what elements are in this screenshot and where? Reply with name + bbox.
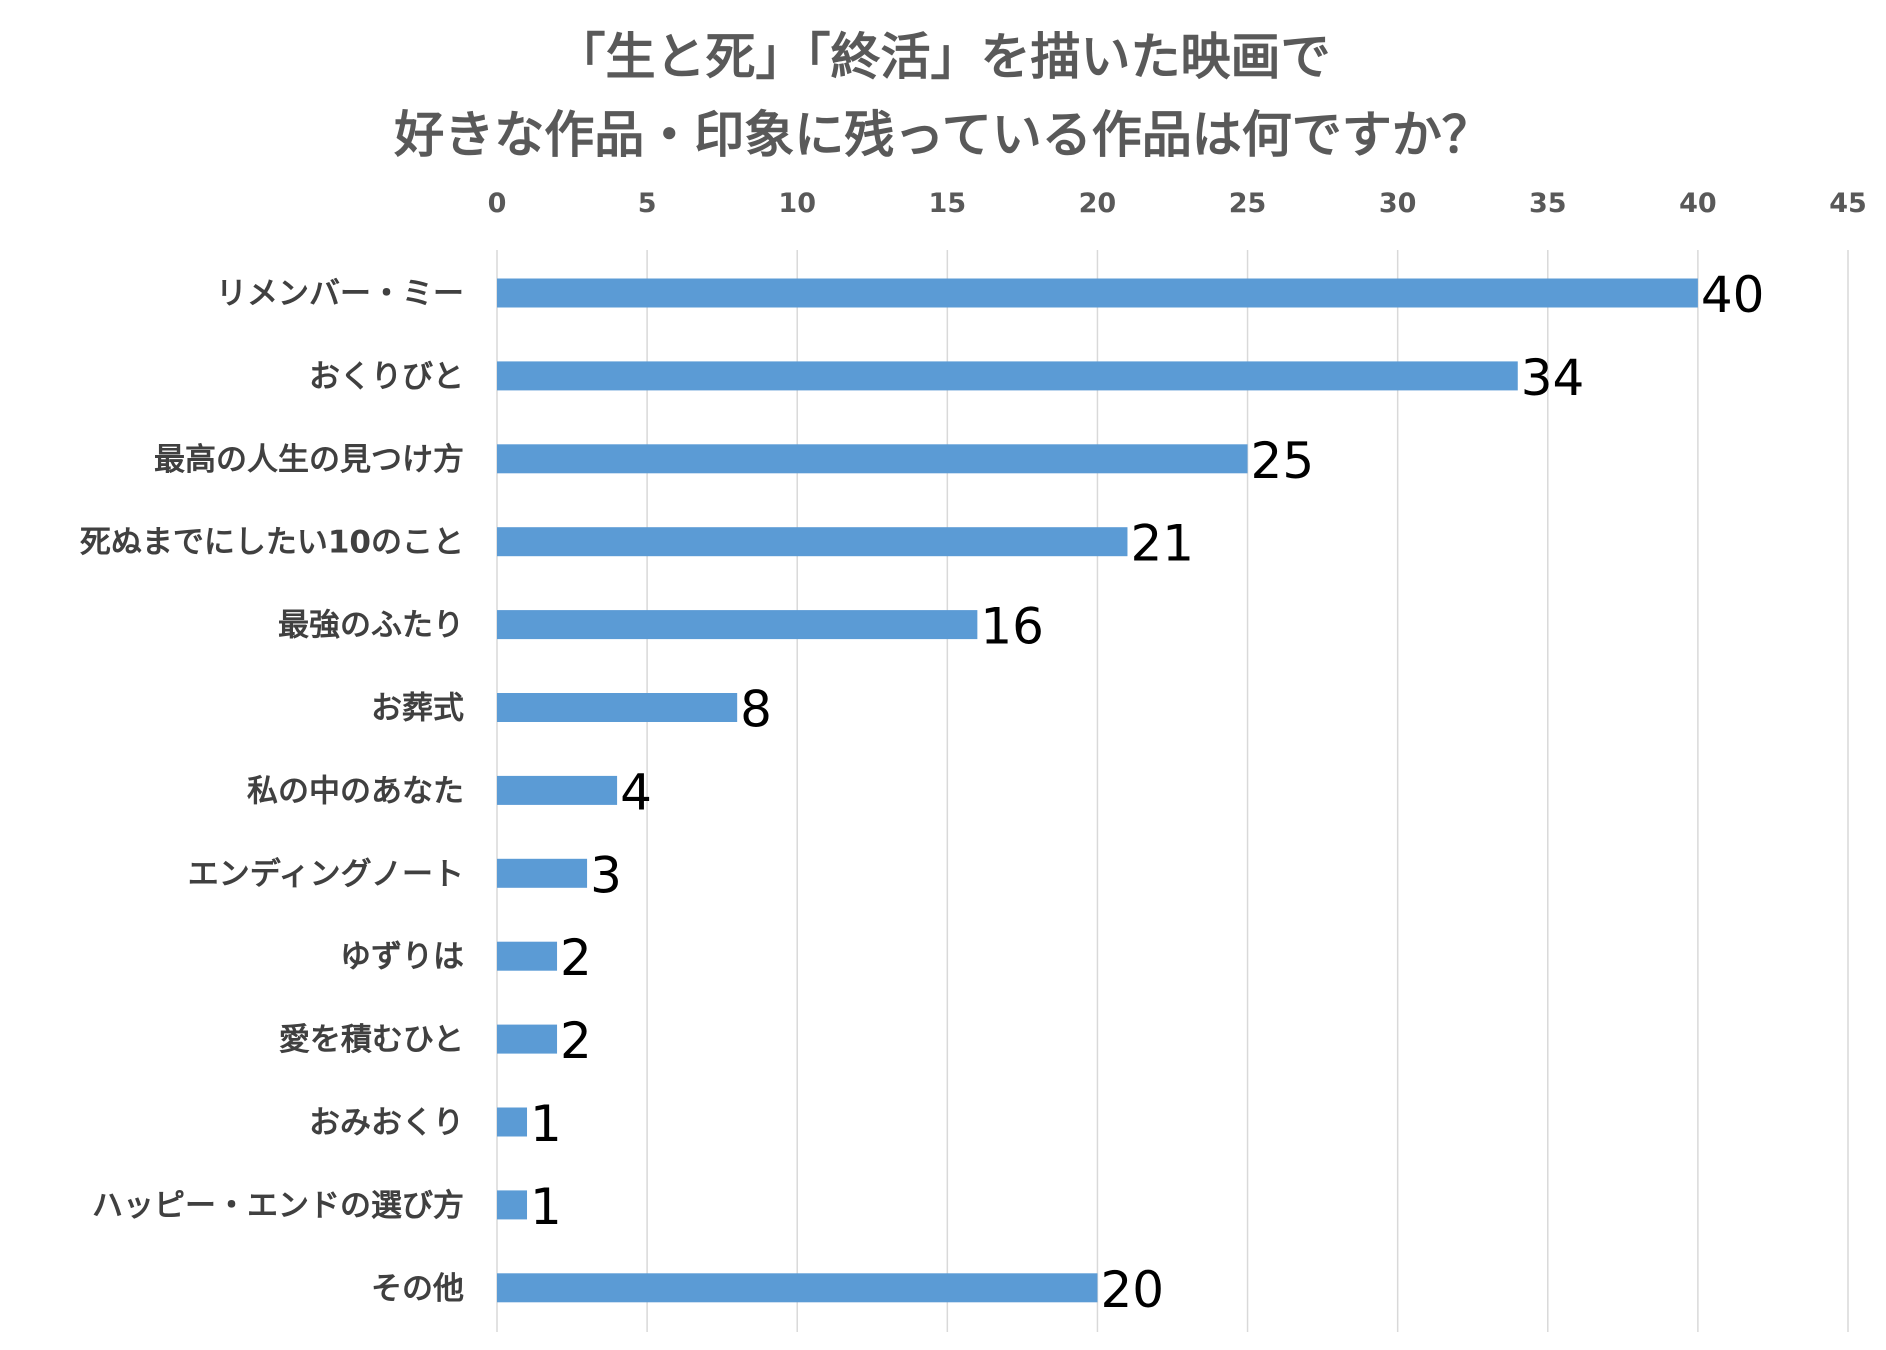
category-label-8: エンディングノート (188, 856, 464, 892)
data-label-11: 1 (530, 1095, 562, 1153)
bar-13 (497, 1273, 1098, 1303)
data-label-2: 34 (1521, 349, 1585, 407)
data-label-7: 4 (620, 763, 652, 821)
data-label-4: 21 (1130, 515, 1194, 573)
data-label-6: 8 (740, 681, 772, 739)
bar-12 (497, 1190, 528, 1220)
category-label-7: 私の中のあなた (247, 773, 464, 809)
bar-11 (497, 1107, 528, 1137)
data-label-12: 1 (530, 1178, 562, 1236)
category-label-6: お葬式 (371, 691, 464, 727)
bar-10 (497, 1024, 558, 1054)
x-tick-label-35: 35 (1529, 188, 1567, 219)
category-label-4: 死ぬまでにしたい10のこと (80, 525, 464, 561)
data-label-5: 16 (980, 598, 1044, 656)
chart-title-line-2: 好きな作品・印象に残っている作品は何ですか？ (394, 106, 1492, 164)
data-label-1: 40 (1701, 266, 1765, 324)
category-labels: リメンバー・ミーおくりびと最高の人生の見つけ方死ぬまでにしたい10のこと最強のふ… (80, 276, 464, 1307)
x-tick-label-10: 10 (778, 188, 816, 219)
bar-5 (497, 610, 978, 640)
category-label-13: その他 (371, 1271, 464, 1307)
chart-title: 「生と死」「終活」を描いた映画で 好きな作品・印象に残っている作品は何ですか？ (0, 18, 1886, 174)
data-label-10: 2 (560, 1012, 592, 1070)
data-label-3: 25 (1251, 432, 1315, 490)
category-label-3: 最高の人生の見つけ方 (154, 442, 464, 478)
x-tick-label-20: 20 (1079, 188, 1117, 219)
x-axis-ticks: 0 5 10 15 20 25 30 35 40 45 (488, 188, 1867, 219)
x-tick-label-5: 5 (638, 188, 657, 219)
bars (497, 278, 1698, 1303)
bar-9 (497, 941, 558, 971)
x-tick-label-30: 30 (1379, 188, 1417, 219)
category-label-9: ゆずりは (340, 939, 464, 975)
category-label-12: ハッピー・エンドの選び方 (92, 1188, 464, 1224)
category-label-10: 愛を積むひと (279, 1022, 464, 1058)
category-label-5: 最強のふたり (278, 608, 464, 644)
bar-1 (497, 278, 1698, 308)
data-label-9: 2 (560, 929, 592, 987)
chart-title-line-1: 「生と死」「終活」を描いた映画で (555, 28, 1331, 86)
data-label-8: 3 (590, 846, 622, 904)
gridlines (496, 250, 1849, 1332)
x-tick-label-45: 45 (1829, 188, 1867, 219)
category-label-1: リメンバー・ミー (216, 276, 464, 312)
bar-7 (497, 775, 618, 805)
x-tick-label-25: 25 (1229, 188, 1267, 219)
bar-6 (497, 693, 738, 722)
data-label-13: 20 (1100, 1261, 1164, 1319)
bar-2 (497, 361, 1518, 391)
x-tick-label-15: 15 (929, 188, 967, 219)
x-tick-label-0: 0 (488, 188, 507, 219)
bar-3 (497, 444, 1248, 474)
x-tick-label-40: 40 (1679, 188, 1717, 219)
bar-8 (497, 858, 588, 888)
category-label-11: おみおくり (309, 1105, 464, 1141)
bar-4 (497, 527, 1128, 557)
category-label-2: おくりびと (309, 359, 464, 395)
